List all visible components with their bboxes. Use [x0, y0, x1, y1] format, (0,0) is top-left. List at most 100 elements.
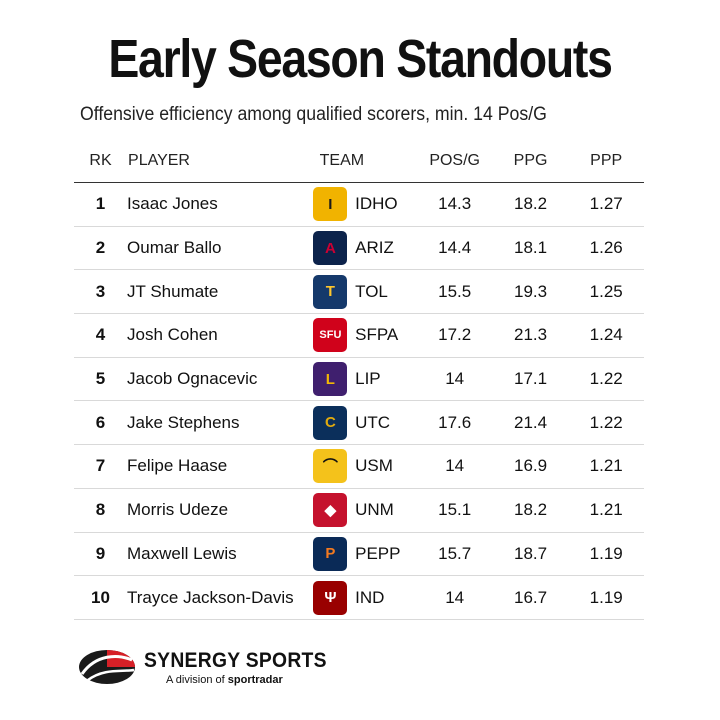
ppg-cell: 18.7 [492, 532, 569, 577]
pos-per-game-cell: 15.5 [416, 269, 493, 315]
pos-per-game-cell: 14.3 [416, 182, 493, 227]
table-row: 2 Oumar Ballo A ARIZ 14.4 18.1 1.26 [74, 226, 644, 271]
team-logo-cell: SFU [305, 313, 356, 358]
pos-per-game-cell: 15.1 [416, 488, 493, 533]
ppg-cell: 21.4 [492, 400, 569, 446]
synergy-sports-logo-icon [79, 650, 135, 684]
table-row: 5 Jacob Ognacevic L LIP 14 17.1 1.22 [74, 357, 644, 402]
team-logo-icon: L [313, 362, 348, 397]
team-logo-icon: ⌒ [313, 449, 348, 484]
team-logo-icon: I [313, 187, 348, 222]
rank-cell: 5 [74, 357, 128, 402]
brand-subtitle: A division of sportradar [166, 674, 343, 686]
team-abbr-cell: LIP [355, 357, 417, 402]
rank-cell: 9 [74, 532, 128, 577]
ppp-cell: 1.24 [568, 313, 644, 358]
column-header-pos: POS/G [416, 140, 493, 183]
table-row: 3 JT Shumate T TOL 15.5 19.3 1.25 [74, 269, 644, 315]
player-name-cell: Jacob Ognacevic [127, 357, 306, 402]
team-logo-cell: Ψ [305, 575, 356, 620]
table-header-row: RK PLAYER TEAM POS/G PPG PPP [74, 140, 644, 183]
table-row: 10 Trayce Jackson-Davis Ψ IND 14 16.7 1.19 [74, 575, 644, 620]
team-logo-cell: T [305, 269, 356, 315]
brand-name: SYNERGY SPORTS [144, 648, 327, 672]
table-row: 4 Josh Cohen SFU SFPA 17.2 21.3 1.24 [74, 313, 644, 358]
player-name-cell: Morris Udeze [127, 488, 306, 533]
team-logo-icon: Ψ [313, 580, 348, 615]
ppg-cell: 17.1 [492, 357, 569, 402]
rank-cell: 4 [74, 313, 128, 358]
pos-per-game-cell: 17.6 [416, 400, 493, 446]
ppg-cell: 18.2 [492, 182, 569, 227]
rank-cell: 2 [74, 226, 128, 271]
ppg-cell: 19.3 [492, 269, 569, 315]
team-logo-cell: ◆ [305, 488, 356, 533]
table-row: 1 Isaac Jones I IDHO 14.3 18.2 1.27 [74, 182, 644, 227]
table-row: 9 Maxwell Lewis P PEPP 15.7 18.7 1.19 [74, 532, 644, 577]
ppp-cell: 1.21 [568, 444, 644, 489]
footer-brand: SYNERGY SPORTS A division of sportradar [78, 648, 343, 686]
column-header-rank: RK [74, 140, 128, 183]
rank-cell: 1 [74, 182, 128, 227]
player-name-cell: Maxwell Lewis [127, 532, 306, 577]
team-logo-cell: A [305, 226, 356, 271]
brand-sub-prefix: A division of [166, 673, 228, 686]
brand-text: SYNERGY SPORTS A division of sportradar [144, 649, 343, 686]
table-body: 1 Isaac Jones I IDHO 14.3 18.2 1.27 2 Oumar Ball… [74, 182, 644, 620]
team-logo-cell: I [305, 182, 356, 227]
ppp-cell: 1.27 [568, 182, 644, 227]
team-abbr-cell: PEPP [355, 532, 417, 577]
team-abbr-cell: USM [355, 444, 417, 489]
player-name-cell: Felipe Haase [127, 444, 306, 489]
column-header-team: TEAM [305, 140, 417, 183]
ppg-cell: 18.2 [492, 488, 569, 533]
ppp-cell: 1.22 [568, 400, 644, 446]
rank-cell: 8 [74, 488, 128, 533]
ppg-cell: 18.1 [492, 226, 569, 271]
player-name-cell: Isaac Jones [127, 182, 306, 227]
rank-cell: 7 [74, 444, 128, 489]
ppp-cell: 1.22 [568, 357, 644, 402]
player-name-cell: JT Shumate [127, 269, 306, 315]
table-row: 6 Jake Stephens C UTC 17.6 21.4 1.22 [74, 400, 644, 446]
ppg-cell: 16.7 [492, 575, 569, 620]
team-abbr-cell: SFPA [355, 313, 417, 358]
ppg-cell: 21.3 [492, 313, 569, 358]
brand-sub-name: sportradar [227, 673, 283, 686]
team-abbr-cell: TOL [355, 269, 417, 315]
team-abbr-cell: UNM [355, 488, 417, 533]
pos-per-game-cell: 14 [416, 357, 493, 402]
player-name-cell: Trayce Jackson-Davis [127, 575, 306, 620]
pos-per-game-cell: 14 [416, 575, 493, 620]
ppp-cell: 1.19 [568, 532, 644, 577]
standouts-table: RK PLAYER TEAM POS/G PPG PPP 1 Isaac Jone… [74, 140, 644, 620]
table-row: 8 Morris Udeze ◆ UNM 15.1 18.2 1.21 [74, 488, 644, 533]
team-logo-icon: T [313, 274, 348, 309]
column-header-player: PLAYER [127, 140, 306, 183]
rank-cell: 10 [74, 575, 128, 620]
column-header-ppp: PPP [568, 140, 644, 183]
rank-cell: 3 [74, 269, 128, 315]
player-name-cell: Oumar Ballo [127, 226, 306, 271]
team-logo-cell: C [305, 400, 356, 446]
team-abbr-cell: IDHO [355, 182, 417, 227]
team-abbr-cell: IND [355, 575, 417, 620]
team-logo-icon: P [313, 536, 348, 571]
ppp-cell: 1.25 [568, 269, 644, 315]
pos-per-game-cell: 17.2 [416, 313, 493, 358]
team-logo-icon: A [313, 231, 348, 266]
table-row: 7 Felipe Haase ⌒ USM 14 16.9 1.21 [74, 444, 644, 489]
page-subtitle: Offensive efficiency among qualified sco… [80, 104, 547, 125]
player-name-cell: Josh Cohen [127, 313, 306, 358]
ppp-cell: 1.19 [568, 575, 644, 620]
team-abbr-cell: ARIZ [355, 226, 417, 271]
team-logo-cell: L [305, 357, 356, 402]
team-logo-cell: ⌒ [305, 444, 356, 489]
team-logo-cell: P [305, 532, 356, 577]
rank-cell: 6 [74, 400, 128, 446]
team-logo-icon: C [313, 405, 348, 440]
ppg-cell: 16.9 [492, 444, 569, 489]
team-logo-icon: SFU [313, 318, 348, 353]
ppp-cell: 1.21 [568, 488, 644, 533]
column-header-ppg: PPG [492, 140, 569, 183]
